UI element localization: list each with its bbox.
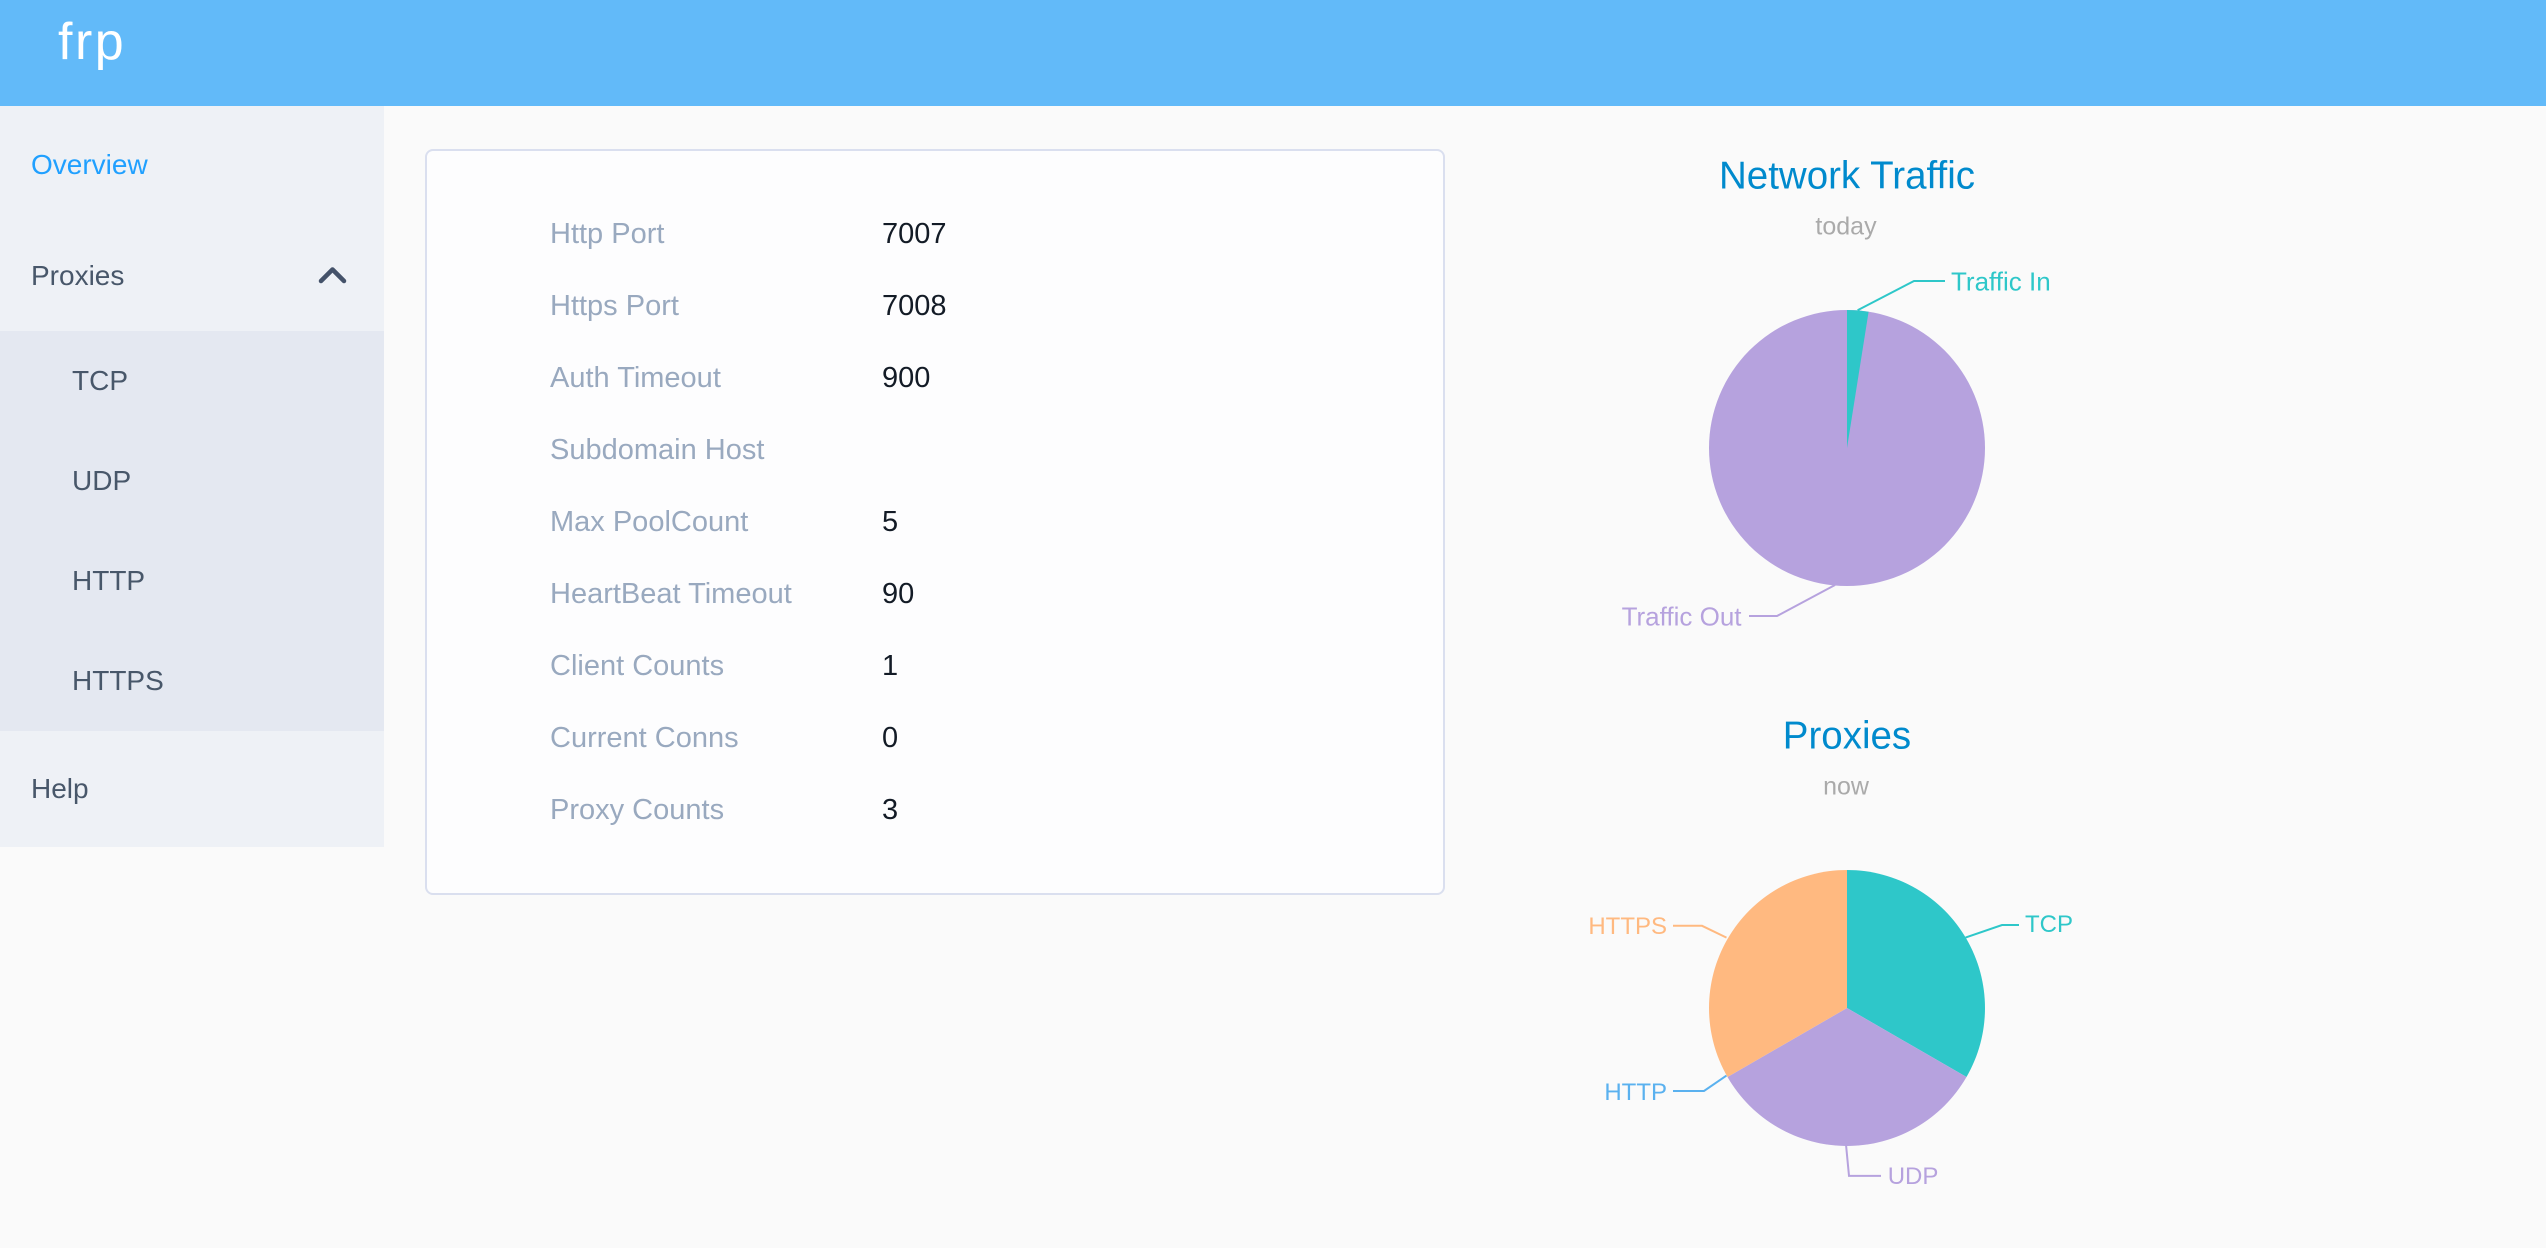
- svg-text:TCP: TCP: [2025, 911, 2073, 938]
- svg-text:now: now: [1823, 772, 1870, 800]
- svg-text:Network Traffic: Network Traffic: [1719, 155, 1975, 198]
- svg-text:UDP: UDP: [1888, 1163, 1939, 1190]
- svg-text:HTTP: HTTP: [1604, 1079, 1667, 1106]
- svg-text:Proxies: Proxies: [1783, 715, 1911, 758]
- svg-text:HTTPS: HTTPS: [1588, 913, 1667, 940]
- svg-text:Traffic In: Traffic In: [1951, 267, 2051, 297]
- svg-text:today: today: [1815, 212, 1877, 240]
- svg-text:Traffic Out: Traffic Out: [1622, 602, 1743, 632]
